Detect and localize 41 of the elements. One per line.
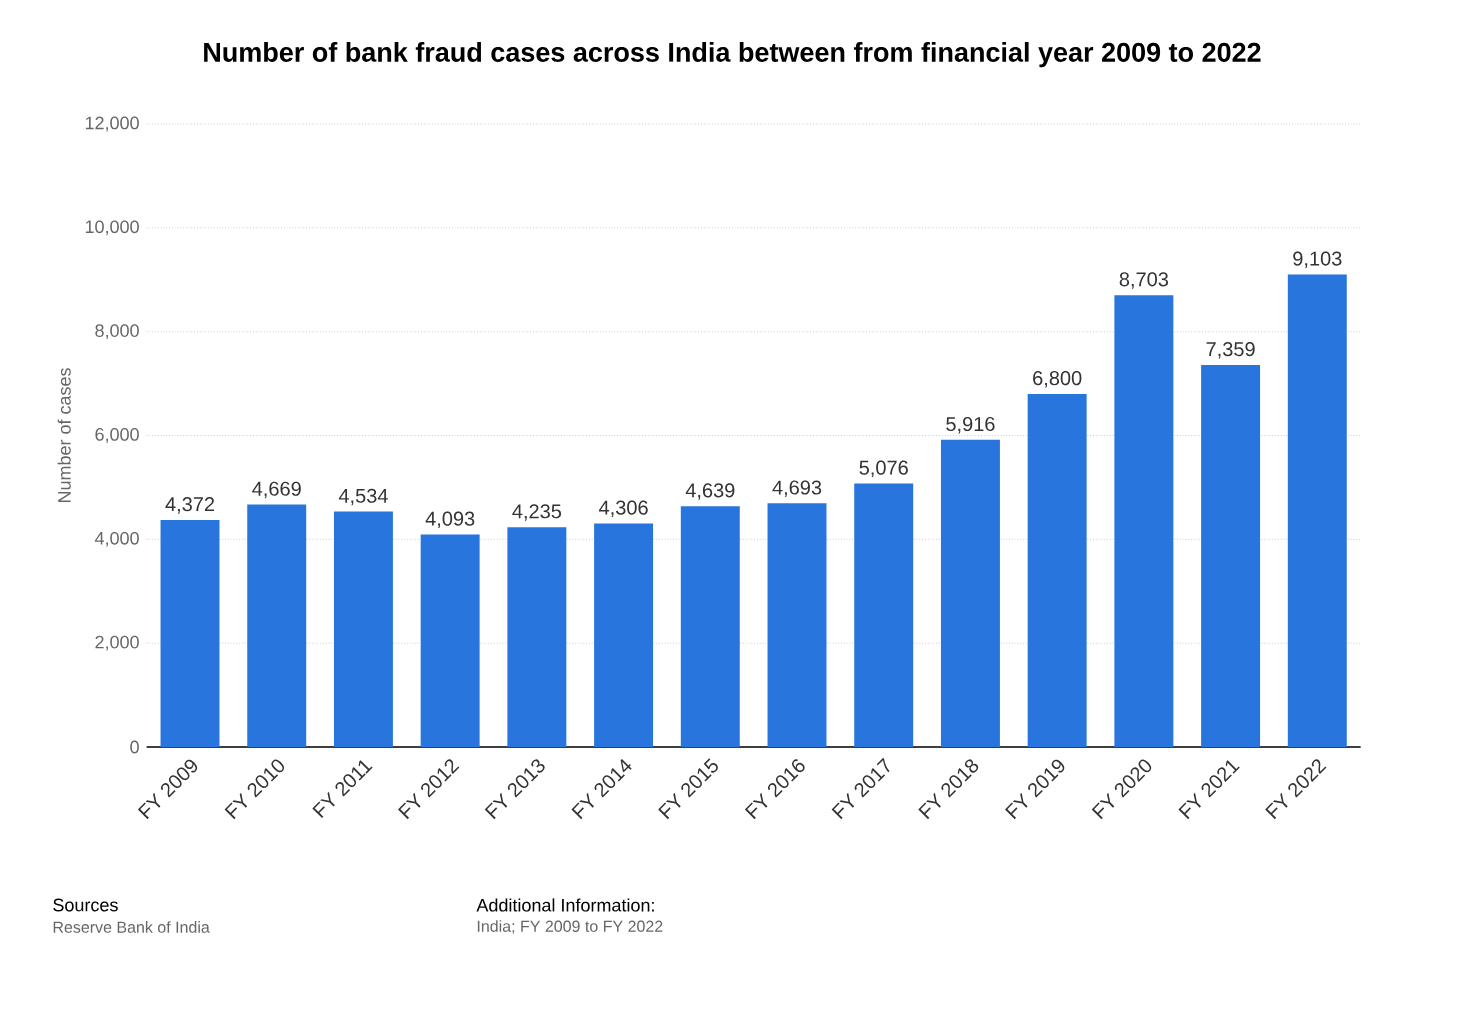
bar <box>333 511 393 747</box>
data-label: 4,372 <box>165 497 215 514</box>
data-label: 4,693 <box>772 480 822 497</box>
y-tick-label: 10,000 <box>85 220 139 236</box>
bar <box>160 520 220 747</box>
data-label: 4,669 <box>252 481 301 499</box>
y-tick-label: 8,000 <box>95 324 139 340</box>
chart-title: Number of bank fraud cases across India between from financial year 2009 to 2022 <box>204 42 1261 68</box>
bar <box>420 534 480 747</box>
data-label: 4,534 <box>338 488 388 506</box>
y-tick-label: 4,000 <box>94 531 139 547</box>
y-tick-label: 12,000 <box>85 116 139 132</box>
data-label: 4,235 <box>512 504 562 521</box>
bar <box>1027 393 1087 747</box>
data-label: 6,800 <box>1033 371 1082 388</box>
data-label: 5,916 <box>946 416 995 434</box>
bar <box>594 523 654 747</box>
bar <box>854 483 914 747</box>
y-tick-label: 6,000 <box>95 428 139 443</box>
y-tick-label: 2,000 <box>95 635 139 651</box>
data-label: 5,076 <box>859 460 908 478</box>
data-label: 4,306 <box>599 500 648 518</box>
text: Additional Information: <box>476 898 654 912</box>
data-label: 4,093 <box>425 511 475 529</box>
text: Sources <box>53 898 118 912</box>
bar <box>767 503 827 747</box>
y-axis-title: Number of cases <box>57 368 71 503</box>
bar <box>247 504 307 747</box>
bar <box>1201 364 1261 747</box>
bar <box>507 527 567 747</box>
data-label: 7,359 <box>1206 342 1255 359</box>
data-label: 9,103 <box>1293 251 1342 269</box>
text: Reserve Bank of India <box>53 921 210 933</box>
data-label: 8,703 <box>1119 272 1169 289</box>
bar <box>940 439 1000 747</box>
y-tick-label: 0 <box>130 740 139 754</box>
data-label: 4,639 <box>685 483 735 500</box>
text: India; FY 2009 to FY 2022 <box>477 920 663 934</box>
bar <box>680 506 740 747</box>
bar <box>1287 274 1347 747</box>
bar <box>1114 295 1174 747</box>
